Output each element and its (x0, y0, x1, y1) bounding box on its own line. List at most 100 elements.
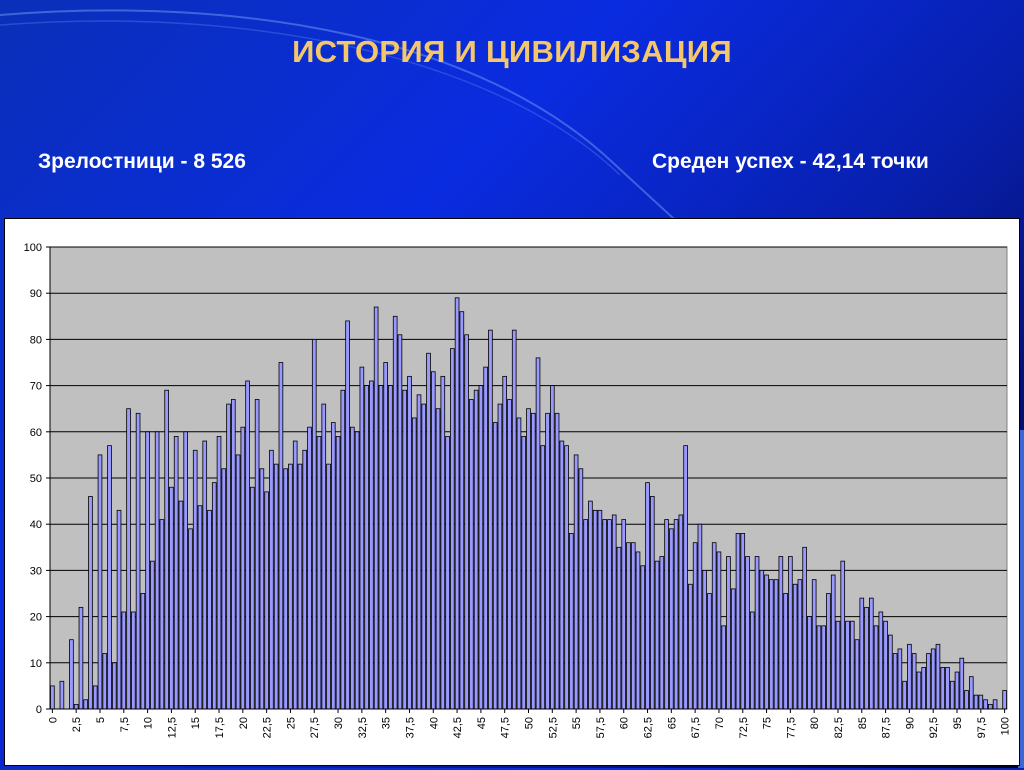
histogram-bar (188, 528, 193, 710)
histogram-bar (321, 403, 327, 710)
histogram-bar (254, 399, 260, 710)
histogram-bar (259, 468, 265, 710)
histogram-bar (145, 431, 150, 710)
histogram-bar (554, 412, 560, 710)
x-tick-label: 27,5 (309, 717, 321, 738)
histogram-bar (578, 468, 584, 710)
histogram-bar (559, 440, 565, 710)
histogram-bar (711, 542, 717, 710)
histogram-bar (659, 556, 665, 710)
histogram-bar (450, 348, 455, 710)
x-tick-label: 30 (333, 717, 345, 729)
y-tick-label: 10 (30, 658, 42, 670)
histogram-bar (311, 339, 317, 710)
histogram-bar (97, 454, 103, 710)
histogram-bar (940, 667, 946, 710)
x-tick-label: 82,5 (833, 717, 845, 738)
histogram-bar (454, 297, 460, 710)
histogram-bar (407, 375, 412, 710)
histogram-bar (135, 412, 141, 710)
histogram-bar (459, 311, 465, 710)
histogram-bar (835, 620, 841, 710)
average-score: Среден успех - 42,14 точки (652, 150, 929, 173)
chart-frame: 0 10 20 30 40 50 60 70 80 90 100 0 2,5 5 7,5 10 12,5 15 1… (4, 218, 1020, 766)
histogram-bar (530, 412, 536, 710)
histogram-bar (611, 514, 617, 710)
histogram-bar (702, 569, 707, 710)
x-tick-label: 0 (47, 717, 59, 723)
histogram-bar (902, 680, 907, 710)
histogram-bar (954, 671, 960, 710)
histogram-bar (869, 597, 874, 710)
histogram-bar (330, 422, 336, 710)
histogram-bar (516, 417, 522, 710)
histogram-bar (916, 671, 922, 710)
histogram-bar (116, 509, 122, 710)
histogram-bar (930, 648, 936, 710)
histogram-bar (426, 352, 431, 710)
histogram-bar (626, 542, 631, 710)
graduates-count: Зрелостници - 8 526 (38, 150, 246, 173)
histogram-bar (783, 593, 788, 710)
histogram-bar (369, 380, 374, 710)
histogram-bar (669, 528, 674, 710)
histogram-bar (507, 399, 512, 710)
histogram-bar (469, 399, 474, 710)
histogram-bar (159, 519, 165, 710)
histogram-bar (173, 436, 179, 710)
y-tick-label: 80 (30, 334, 42, 346)
histogram-bar (726, 556, 731, 710)
histogram-bar (292, 440, 298, 710)
histogram-bar (864, 606, 869, 710)
histogram-bar (1002, 690, 1007, 710)
histogram-bar (754, 556, 760, 710)
histogram-bar (621, 519, 627, 710)
x-tick-label: 47,5 (500, 717, 512, 738)
histogram-bar (288, 463, 293, 710)
histogram-bar (688, 583, 693, 710)
histogram-bar (992, 699, 998, 710)
x-tick-label: 37,5 (404, 717, 416, 738)
x-tick-label: 67,5 (690, 717, 702, 738)
histogram-bar (340, 389, 346, 710)
x-tick-label: 35 (381, 717, 393, 729)
histogram-bar (807, 616, 812, 710)
histogram-bar (649, 496, 655, 710)
histogram-bar (597, 509, 603, 710)
histogram-bar (802, 546, 807, 710)
histogram-bar (664, 519, 669, 710)
histogram-bar (202, 440, 208, 710)
histogram-bar (607, 519, 612, 710)
histogram-bar (921, 667, 926, 710)
histogram-bar (640, 565, 646, 710)
histogram-bar (973, 694, 979, 710)
histogram-bar (749, 611, 755, 710)
histogram-bar (83, 699, 89, 710)
x-tick-label: 55 (571, 717, 583, 729)
histogram-bar (440, 375, 446, 710)
histogram-bar (131, 611, 136, 710)
histogram-bar (364, 385, 369, 710)
histogram-bar (526, 408, 531, 710)
histogram-bar (283, 468, 288, 710)
histogram-bar (583, 519, 588, 710)
histogram-bar (540, 445, 546, 710)
histogram-bar (730, 588, 736, 710)
histogram-bar (588, 500, 593, 710)
histogram-bar (821, 625, 826, 710)
x-tick-label: 42,5 (452, 717, 464, 738)
histogram-bar (502, 375, 507, 710)
histogram-bar (564, 445, 569, 710)
histogram-bar (602, 519, 607, 710)
histogram-bar (231, 399, 236, 710)
histogram-bar (773, 579, 779, 710)
histogram-bar (550, 385, 555, 710)
histogram-bar (911, 653, 917, 710)
x-tick-label: 17,5 (214, 717, 226, 738)
x-tick-label: 85 (857, 717, 869, 729)
histogram-bar (411, 417, 417, 710)
histogram-bar (483, 366, 488, 710)
histogram-bar (692, 542, 698, 710)
histogram-bar (373, 306, 379, 710)
